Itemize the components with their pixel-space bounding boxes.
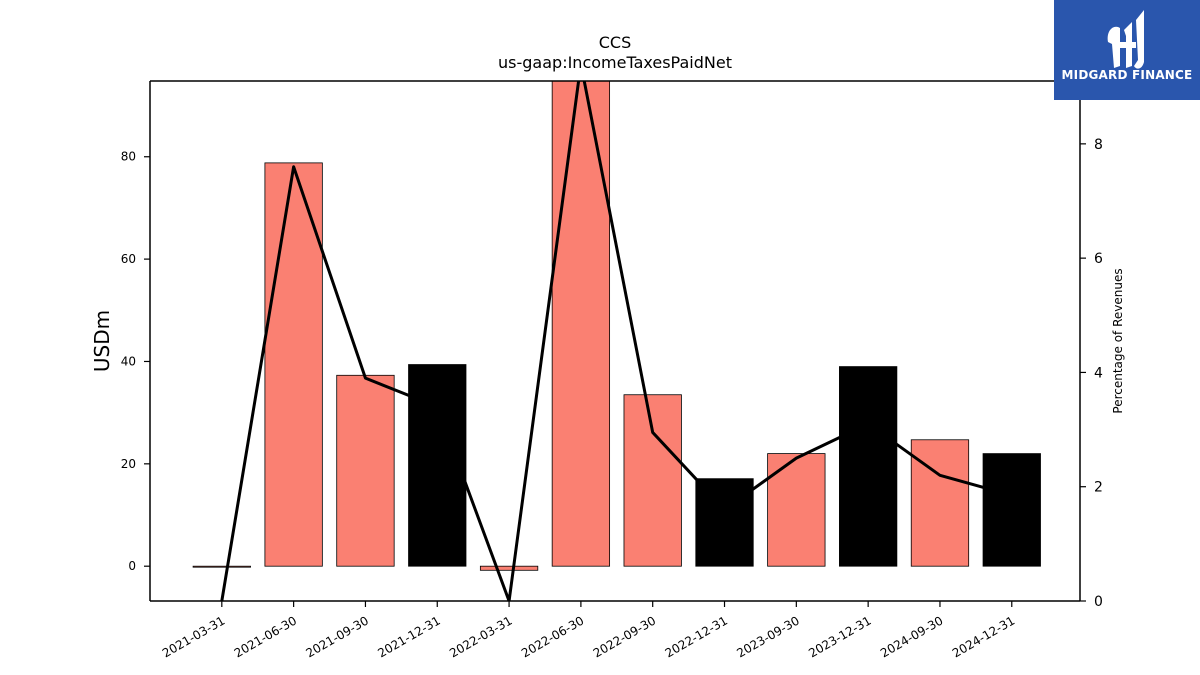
- chart-title: CCS: [599, 33, 632, 52]
- x-tick-label: 2021-09-30: [304, 613, 371, 660]
- x-tick-label: 2024-12-31: [950, 613, 1017, 660]
- bar-2024-12-31: [982, 453, 1041, 567]
- plot-area: 0 20 40 60 80 0 2 4 6 8 2021-03-31 2021-06-30 2021-0…: [121, 80, 1103, 660]
- x-tick-label: 2022-06-30: [519, 613, 586, 660]
- y-tick-label-left: 20: [121, 457, 136, 471]
- x-tick-label: 2022-09-30: [591, 613, 658, 660]
- x-tick-label: 2023-12-31: [806, 613, 873, 660]
- y-axis-label-right: Percentage of Revenues: [1111, 268, 1125, 413]
- y-tick-label-left: 60: [121, 252, 136, 266]
- y-tick-label-right: 0: [1094, 594, 1103, 610]
- x-tick-label: 2022-03-31: [447, 613, 514, 660]
- plot-clip-group: [192, 81, 1041, 601]
- bar-2021-03-31: [192, 565, 251, 568]
- brand-logo: MIDGARD FINANCE: [1054, 0, 1200, 100]
- x-tick-label: 2021-03-31: [160, 613, 227, 660]
- bar-2024-09-30: [910, 439, 970, 567]
- y-tick-label-right: 2: [1094, 480, 1103, 496]
- y-tick-label-right: 6: [1094, 251, 1103, 267]
- logo-text: MIDGARD FINANCE: [1061, 68, 1193, 82]
- x-tick-label: 2024-09-30: [878, 613, 945, 660]
- x-tick-label: 2021-06-30: [232, 613, 299, 660]
- y-tick-label-right: 8: [1094, 137, 1103, 153]
- y-tick-label-left: 0: [128, 559, 136, 573]
- x-tick-label: 2023-09-30: [734, 613, 801, 660]
- x-tick-label: 2022-12-31: [663, 613, 730, 660]
- bar-2023-09-30: [767, 453, 826, 567]
- bar-2021-06-30: [264, 162, 323, 567]
- x-tick-label: 2021-12-31: [375, 613, 442, 660]
- percentage-line: [220, 81, 1013, 601]
- bar-2022-12-31: [695, 478, 754, 567]
- y-axis-label-left: USDm: [90, 310, 114, 372]
- chart-subtitle: us-gaap:IncomeTaxesPaidNet: [498, 53, 732, 72]
- y-tick-label-left: 80: [121, 150, 136, 164]
- y-tick-label-right: 4: [1094, 365, 1103, 381]
- y-tick-label-left: 40: [121, 354, 136, 368]
- logo-mark-icon: [1107, 10, 1144, 69]
- bar-2021-09-30: [336, 374, 395, 567]
- bar-2022-03-31: [479, 565, 539, 571]
- bar-2023-12-31: [839, 366, 898, 567]
- bar-2022-06-30: [551, 81, 611, 567]
- bar-2022-09-30: [623, 394, 682, 567]
